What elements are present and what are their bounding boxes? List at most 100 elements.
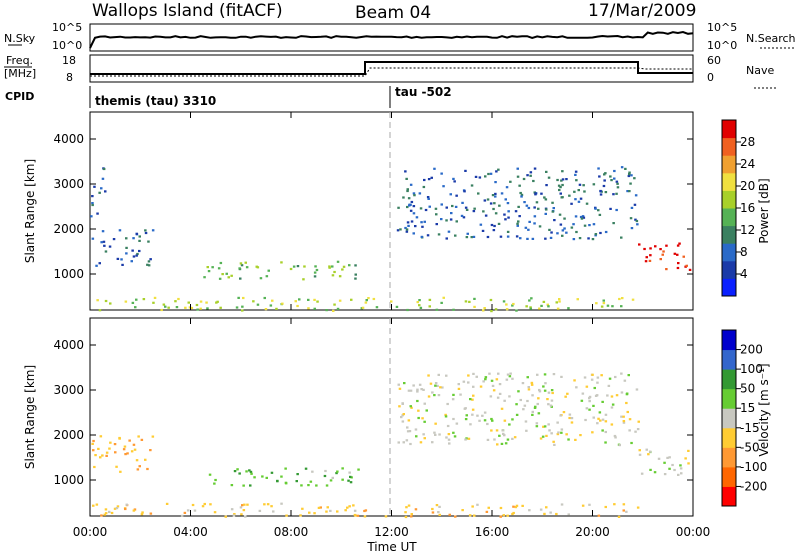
velocity-cell — [484, 376, 488, 379]
power-cell — [516, 222, 519, 225]
power-cell — [453, 180, 456, 183]
power-cell — [336, 260, 340, 263]
velocity-cell — [625, 510, 628, 513]
velocity-cell — [475, 375, 478, 378]
x-tick-label: 00:00 — [676, 525, 711, 539]
power-cell — [685, 264, 688, 267]
power-cell — [573, 190, 576, 193]
velocity-cell — [596, 381, 599, 384]
velocity-cell — [349, 481, 353, 484]
velocity-cell — [232, 514, 236, 517]
power-cell — [442, 296, 445, 299]
velocity-cell — [125, 503, 128, 506]
power-cell — [492, 207, 495, 211]
power-cell — [558, 213, 562, 216]
velocity-cell — [412, 384, 415, 387]
power-cell — [529, 306, 532, 309]
velocity-cell — [581, 504, 585, 507]
power-cell — [661, 253, 664, 256]
power-cell — [565, 231, 568, 234]
power-cell — [419, 306, 423, 309]
velocity-cell — [414, 508, 418, 511]
power-cell — [540, 304, 543, 307]
power-cell — [199, 300, 203, 303]
velocity-cell — [307, 484, 310, 487]
power-cell — [543, 196, 546, 199]
power-cell — [604, 172, 607, 175]
velocity-cell — [588, 400, 591, 403]
power-cell — [109, 302, 112, 305]
velocity-cell — [618, 444, 621, 447]
power-cell — [544, 198, 548, 201]
power-cell — [568, 194, 571, 197]
power-cell — [527, 206, 531, 210]
velocity-cell — [486, 438, 490, 441]
velocity-cell — [468, 514, 472, 517]
power-cell — [255, 265, 258, 268]
power-cell — [545, 170, 548, 173]
power-cell — [515, 235, 519, 238]
velocity-cell — [422, 433, 425, 436]
power-cell — [328, 265, 331, 268]
velocity-cell — [144, 458, 147, 461]
velocity-cell — [597, 514, 601, 517]
velocity-cell — [593, 386, 596, 390]
power-cell — [556, 178, 559, 182]
power-cell — [665, 268, 668, 271]
velocity-cell — [239, 506, 243, 509]
power-cell — [673, 252, 677, 255]
power-cell — [553, 219, 556, 222]
velocity-cell — [588, 397, 591, 400]
velocity-cell — [99, 435, 103, 438]
colorbar-segment — [722, 137, 736, 156]
power-cell — [465, 236, 469, 239]
power-cell — [627, 174, 631, 178]
power-cell — [314, 265, 317, 268]
velocity-cell — [647, 453, 650, 456]
velocity-cell — [315, 484, 318, 487]
velocity-cell — [276, 479, 279, 482]
power-cell — [497, 222, 501, 225]
power-cell — [560, 196, 563, 199]
velocity-cell — [613, 434, 617, 438]
velocity-cell — [308, 511, 311, 514]
power-cell — [414, 225, 417, 228]
velocity-cell — [416, 399, 419, 403]
velocity-cell — [567, 438, 570, 441]
power-cell — [558, 298, 561, 301]
power-cell — [597, 167, 600, 170]
power-cell — [517, 220, 520, 223]
velocity-cell — [471, 398, 474, 401]
power-cell — [520, 195, 523, 198]
power-cell — [428, 305, 431, 308]
power-cell — [587, 237, 590, 240]
velocity-cell — [123, 445, 127, 448]
power-cell — [430, 176, 433, 179]
velocity-cell — [464, 418, 468, 421]
velocity-cell — [138, 465, 141, 468]
power-cell — [338, 275, 342, 278]
velocity-cell — [537, 397, 540, 400]
power-cell — [634, 194, 638, 197]
velocity-cell — [448, 513, 451, 516]
velocity-panel — [89, 317, 694, 517]
power-cell — [560, 179, 563, 182]
velocity-cell — [244, 515, 247, 518]
velocity-cell — [588, 395, 592, 398]
power-cell — [665, 244, 668, 247]
power-cell — [599, 189, 602, 193]
velocity-cell — [132, 443, 136, 446]
velocity-cell — [671, 463, 674, 467]
power-cell — [682, 255, 685, 258]
power-cell — [609, 175, 612, 178]
power-cell — [470, 184, 474, 187]
velocity-cell — [99, 456, 102, 459]
velocity-cell — [331, 476, 334, 479]
velocity-cell — [666, 456, 669, 459]
velocity-cell — [108, 510, 111, 513]
x-axis-label: Time UT — [366, 540, 417, 554]
power-cell — [124, 300, 128, 303]
velocity-cell — [137, 435, 140, 438]
velocity-cell — [592, 416, 595, 419]
power-cell — [440, 203, 443, 206]
